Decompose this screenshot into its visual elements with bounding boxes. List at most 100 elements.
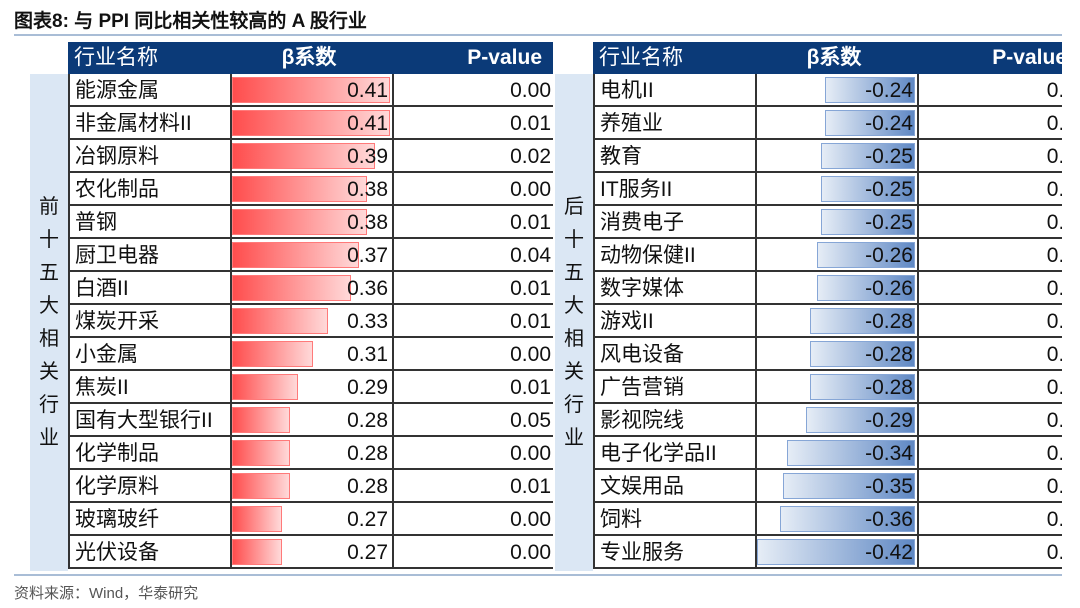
p-value: 0.00 xyxy=(394,338,553,371)
industry-name: 玻璃玻纤 xyxy=(68,503,232,536)
beta-value: -0.28 xyxy=(865,376,913,399)
p-value: 0.1 xyxy=(919,338,1062,371)
beta-value: -0.26 xyxy=(865,244,913,267)
beta-cell: -0.26 xyxy=(757,272,919,305)
beta-bar xyxy=(809,308,915,334)
industry-name: 养殖业 xyxy=(593,107,757,140)
beta-value: -0.25 xyxy=(865,145,913,168)
beta-cell: -0.35 xyxy=(757,470,919,503)
p-value: 0.0 xyxy=(919,140,1062,173)
beta-cell: -0.25 xyxy=(757,173,919,206)
beta-value: 0.41 xyxy=(347,79,388,102)
p-value: 0.01 xyxy=(394,206,553,239)
beta-value: 0.27 xyxy=(347,541,388,564)
p-value: 0.00 xyxy=(394,437,553,470)
industry-name: IT服务II xyxy=(593,173,757,206)
beta-value: -0.25 xyxy=(865,211,913,234)
beta-cell: 0.41 xyxy=(232,74,394,107)
beta-bar xyxy=(757,539,915,565)
p-value: 0.0 xyxy=(919,404,1062,437)
beta-bar xyxy=(232,275,352,301)
industry-name: 电机II xyxy=(593,74,757,107)
beta-cell: -0.28 xyxy=(757,338,919,371)
beta-cell: 0.27 xyxy=(232,503,394,536)
beta-bar xyxy=(809,341,915,367)
beta-bar xyxy=(824,110,915,136)
table-header: 行业名称 β系数 P-value xyxy=(593,42,1062,74)
chart-title: 图表8: 与 PPI 同比相关性较高的 A 股行业 xyxy=(14,11,367,32)
industry-name: 光伏设备 xyxy=(68,536,232,569)
beta-cell: -0.36 xyxy=(757,503,919,536)
beta-bar xyxy=(232,539,283,565)
industry-name: 数字媒体 xyxy=(593,272,757,305)
p-value: 0.0 xyxy=(919,503,1062,536)
industry-name: 饲料 xyxy=(593,503,757,536)
beta-bar xyxy=(787,440,915,466)
p-value: 0.0 xyxy=(919,305,1062,338)
p-value: 0.00 xyxy=(394,173,553,206)
beta-bar xyxy=(232,473,290,499)
p-value: 0.01 xyxy=(394,305,553,338)
industry-name: 游戏II xyxy=(593,305,757,338)
industry-name: 文娱用品 xyxy=(593,470,757,503)
beta-bar xyxy=(232,341,313,367)
p-value: 0.0 xyxy=(919,272,1062,305)
beta-bar xyxy=(779,506,915,532)
p-value: 0.00 xyxy=(394,503,553,536)
industry-name: 普钢 xyxy=(68,206,232,239)
beta-cell: -0.24 xyxy=(757,74,919,107)
beta-value: 0.31 xyxy=(347,343,388,366)
beta-value: 0.28 xyxy=(347,409,388,432)
p-value: 0.01 xyxy=(394,107,553,140)
beta-cell: 0.33 xyxy=(232,305,394,338)
beta-cell: 0.38 xyxy=(232,173,394,206)
beta-bar xyxy=(232,110,390,136)
industry-name: 能源金属 xyxy=(68,74,232,107)
industry-name: 煤炭开采 xyxy=(68,305,232,338)
column-header: 行业名称 xyxy=(74,46,158,69)
p-value: 0.0 xyxy=(919,536,1062,569)
p-value: 0.05 xyxy=(394,404,553,437)
beta-cell: 0.41 xyxy=(232,107,394,140)
beta-value: 0.38 xyxy=(347,211,388,234)
industry-name: 国有大型银行II xyxy=(68,404,232,437)
p-value: 0.0 xyxy=(919,74,1062,107)
industry-name: 风电设备 xyxy=(593,338,757,371)
p-value: 0.0 xyxy=(919,371,1062,404)
p-value: 0.00 xyxy=(394,536,553,569)
industry-name: 非金属材料II xyxy=(68,107,232,140)
beta-bar xyxy=(232,242,360,268)
p-value: 0.01 xyxy=(394,470,553,503)
beta-cell: 0.38 xyxy=(232,206,394,239)
beta-value: 0.28 xyxy=(347,442,388,465)
beta-bar xyxy=(817,275,915,301)
p-value: 0.04 xyxy=(394,239,553,272)
column-header: 行业名称 xyxy=(599,46,683,69)
industry-name: 电子化学品II xyxy=(593,437,757,470)
beta-value: -0.36 xyxy=(865,508,913,531)
p-value: 0.0 xyxy=(919,470,1062,503)
beta-value: -0.24 xyxy=(865,112,913,135)
beta-value: 0.36 xyxy=(347,277,388,300)
p-value: 0.0 xyxy=(919,107,1062,140)
beta-cell: -0.25 xyxy=(757,140,919,173)
beta-value: -0.26 xyxy=(865,277,913,300)
beta-bar xyxy=(232,407,290,433)
beta-value: 0.28 xyxy=(347,475,388,498)
beta-value: -0.42 xyxy=(865,541,913,564)
column-header: P-value xyxy=(467,46,542,69)
beta-cell: -0.29 xyxy=(757,404,919,437)
industry-name: 广告营销 xyxy=(593,371,757,404)
p-value: 0.0 xyxy=(919,173,1062,206)
beta-value: -0.25 xyxy=(865,178,913,201)
beta-cell: 0.27 xyxy=(232,536,394,569)
industry-name: 影视院线 xyxy=(593,404,757,437)
beta-cell: -0.28 xyxy=(757,305,919,338)
beta-bar xyxy=(232,209,367,235)
beta-bar xyxy=(232,308,329,334)
beta-cell: 0.39 xyxy=(232,140,394,173)
industry-name: 农化制品 xyxy=(68,173,232,206)
beta-bar xyxy=(809,374,915,400)
beta-cell: 0.28 xyxy=(232,404,394,437)
industry-name: 厨卫电器 xyxy=(68,239,232,272)
